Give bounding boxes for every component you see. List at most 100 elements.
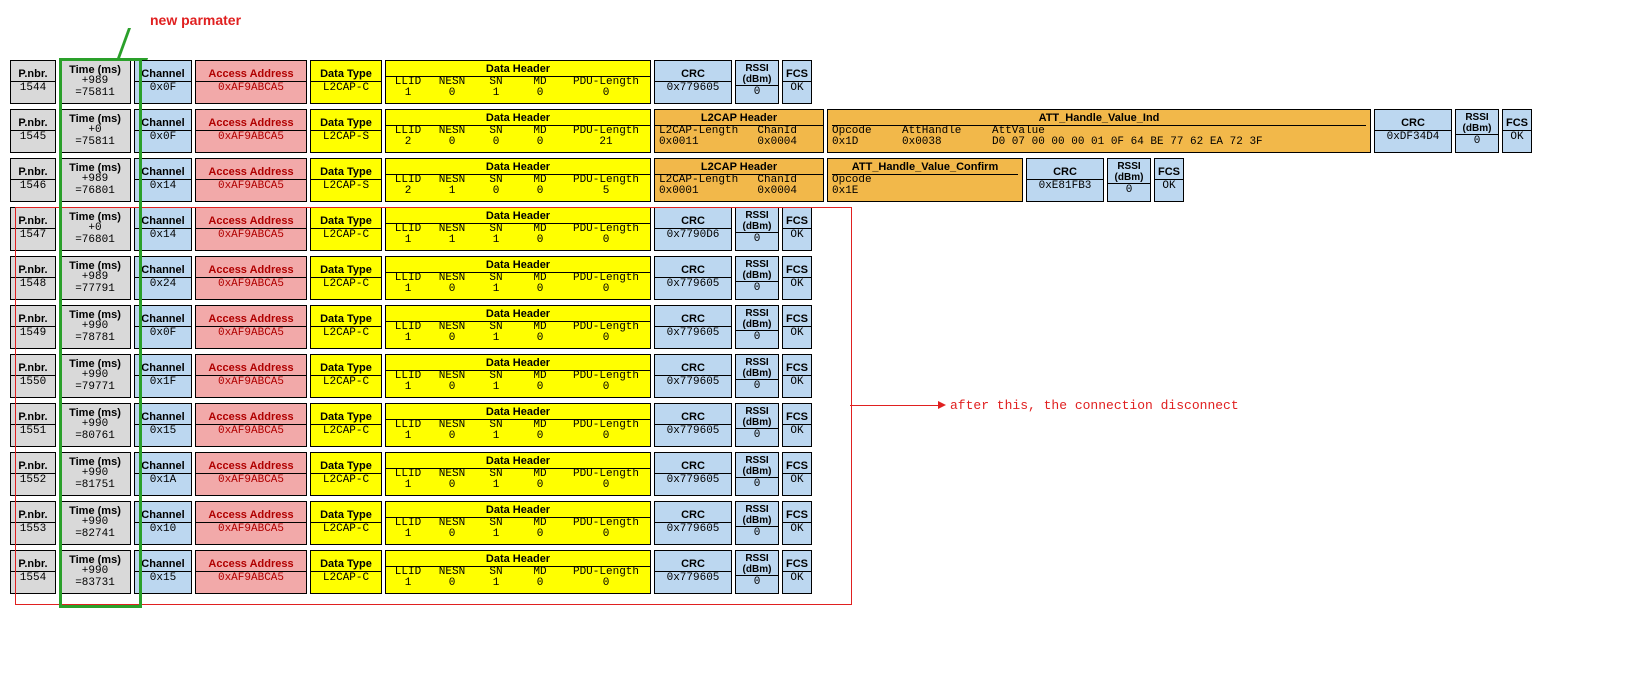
pnbr-header: P.nbr. [18, 69, 47, 81]
dtype-header: Data Type [320, 559, 372, 571]
fcs-value: OK [783, 277, 811, 292]
channel-header: Channel [141, 559, 184, 571]
dtype-value: L2CAP-C [311, 424, 381, 439]
addr-header: Access Address [208, 167, 293, 179]
crc-value: 0x779605 [655, 424, 731, 439]
l2cap-header: L2CAP Header [655, 113, 823, 126]
packet-rows: P.nbr.1544Time (ms)+989=75811Channel0x0F… [10, 60, 1535, 599]
dtype-header: Data Type [320, 216, 372, 228]
dh-header: Data Header [386, 407, 650, 420]
fcs-value: OK [783, 228, 811, 243]
dh-header: Data Header [386, 456, 650, 469]
att-conf-header: ATT_Handle_Value_Confirm [832, 162, 1018, 175]
crc-value: 0x779605 [655, 522, 731, 537]
channel-header: Channel [141, 363, 184, 375]
dh-subcols: LLIDNESNSNMDPDU-Length [386, 322, 650, 334]
packet-row: P.nbr.1545Time (ms)+0=75811Channel0x0FAc… [10, 109, 1535, 153]
fcs-value: OK [783, 424, 811, 439]
dh-header: Data Header [386, 64, 650, 77]
time-eq: =76801 [60, 235, 130, 247]
fcs-header: FCS [786, 314, 808, 326]
crc-value: 0xDF34D4 [1375, 130, 1451, 145]
fcs-value: OK [783, 81, 811, 96]
dh-header: Data Header [386, 309, 650, 322]
l2cap-values: 0x00110x0004 [655, 137, 823, 149]
channel-value: 0x1A [135, 473, 191, 488]
pnbr-header: P.nbr. [18, 412, 47, 424]
dh-subcols: LLIDNESNSNMDPDU-Length [386, 273, 650, 285]
rssi-header: RSSI (dBm) [736, 260, 778, 281]
dtype-header: Data Type [320, 461, 372, 473]
crc-value: 0x779605 [655, 326, 731, 341]
fcs-header: FCS [786, 363, 808, 375]
crc-value: 0x7790D6 [655, 228, 731, 243]
fcs-value: OK [1155, 179, 1183, 194]
crc-value: 0x779605 [655, 571, 731, 586]
dtype-value: L2CAP-C [311, 326, 381, 341]
rssi-header: RSSI (dBm) [736, 358, 778, 379]
crc-value: 0x779605 [655, 277, 731, 292]
crc-value: 0xE81FB3 [1027, 179, 1103, 194]
dtype-value: L2CAP-C [311, 81, 381, 96]
pnbr-value: 1552 [11, 473, 55, 488]
packet-row: P.nbr.1553Time (ms)+990=82741Channel0x10… [10, 501, 1535, 545]
dh-header: Data Header [386, 554, 650, 567]
dh-subcols: LLIDNESNSNMDPDU-Length [386, 371, 650, 383]
att-ind-header: ATT_Handle_Value_Ind [832, 113, 1366, 126]
pnbr-value: 1550 [11, 375, 55, 390]
addr-header: Access Address [208, 265, 293, 277]
dh-values: 10100 [386, 88, 650, 100]
pnbr-value: 1545 [11, 130, 55, 145]
fcs-value: OK [1503, 130, 1531, 145]
rssi-header: RSSI (dBm) [736, 456, 778, 477]
dtype-value: L2CAP-C [311, 375, 381, 390]
rssi-header: RSSI (dBm) [736, 505, 778, 526]
rssi-header: RSSI (dBm) [736, 211, 778, 232]
crc-header: CRC [1401, 118, 1425, 130]
fcs-value: OK [783, 473, 811, 488]
pnbr-value: 1551 [11, 424, 55, 439]
addr-header: Access Address [208, 216, 293, 228]
dtype-value: L2CAP-C [311, 571, 381, 586]
packet-row: P.nbr.1544Time (ms)+989=75811Channel0x0F… [10, 60, 1535, 104]
addr-value: 0xAF9ABCA5 [196, 277, 306, 292]
fcs-header: FCS [786, 412, 808, 424]
rssi-value: 0 [736, 281, 778, 296]
time-eq: =79771 [60, 382, 130, 394]
rssi-value: 0 [736, 85, 778, 100]
pnbr-header: P.nbr. [18, 167, 47, 179]
pnbr-header: P.nbr. [18, 216, 47, 228]
l2cap-header: L2CAP Header [655, 162, 823, 175]
dh-values: 10100 [386, 578, 650, 590]
rssi-value: 0 [736, 330, 778, 345]
pnbr-header: P.nbr. [18, 118, 47, 130]
annotation-new-parameter: new parmater [150, 12, 241, 28]
rssi-value: 0 [736, 526, 778, 541]
time-eq: =76801 [60, 186, 130, 198]
channel-value: 0x0F [135, 326, 191, 341]
rssi-header: RSSI (dBm) [1108, 162, 1150, 183]
rssi-value: 0 [1108, 183, 1150, 198]
rssi-value: 0 [736, 232, 778, 247]
dtype-header: Data Type [320, 265, 372, 277]
channel-value: 0x0F [135, 81, 191, 96]
rssi-header: RSSI (dBm) [736, 309, 778, 330]
channel-value: 0x14 [135, 179, 191, 194]
packet-row: P.nbr.1551Time (ms)+990=80761Channel0x15… [10, 403, 1535, 447]
time-eq: =83731 [60, 578, 130, 590]
rssi-value: 0 [736, 477, 778, 492]
annotation-green-tick [116, 28, 159, 61]
fcs-header: FCS [1506, 118, 1528, 130]
rssi-value: 0 [1456, 134, 1498, 149]
pnbr-value: 1554 [11, 571, 55, 586]
fcs-header: FCS [786, 216, 808, 228]
dh-header: Data Header [386, 505, 650, 518]
addr-header: Access Address [208, 559, 293, 571]
channel-value: 0x24 [135, 277, 191, 292]
pnbr-value: 1544 [11, 81, 55, 96]
addr-header: Access Address [208, 461, 293, 473]
dtype-header: Data Type [320, 167, 372, 179]
fcs-value: OK [783, 375, 811, 390]
dh-values: 10100 [386, 333, 650, 345]
addr-value: 0xAF9ABCA5 [196, 571, 306, 586]
